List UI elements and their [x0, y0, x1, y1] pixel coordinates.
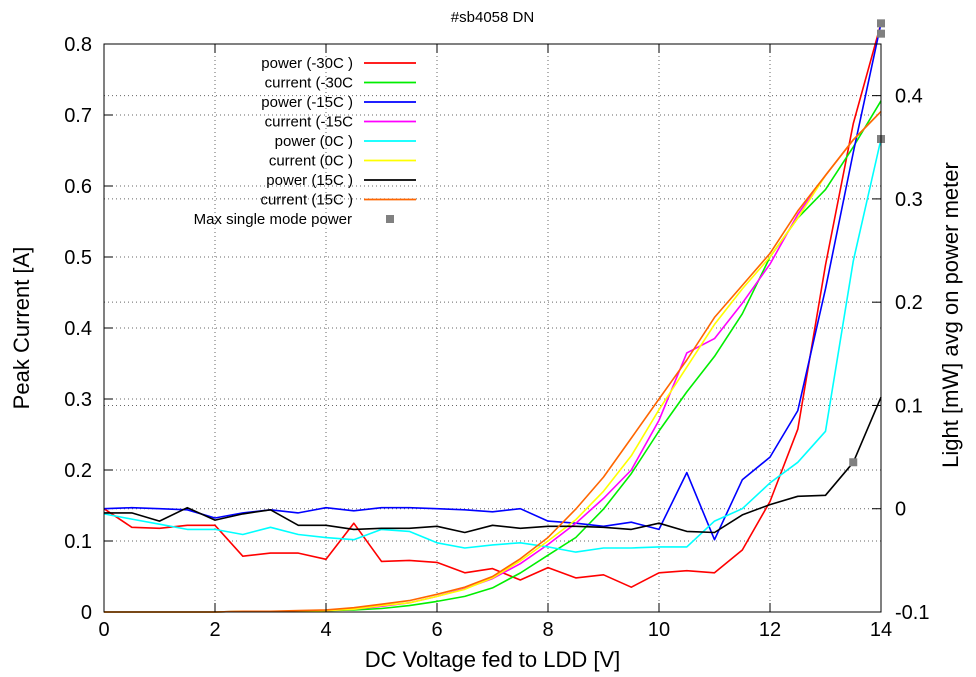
x-tick-label: 2	[209, 619, 220, 641]
x-tick-label: 10	[648, 619, 670, 641]
legend-label: power (0C )	[275, 133, 353, 150]
y-axis-label: Peak Current [A]	[9, 247, 34, 410]
x-axis-label: DC Voltage fed to LDD [V]	[365, 647, 621, 672]
series-line	[104, 100, 882, 613]
axis-ticks: 0 2 4 6 8 10 12 14 0 0.1 0.2 0.3 0.4 0.5 0.6 0.7 0.8 -0.1…	[64, 34, 929, 641]
y-tick-label: 0.1	[64, 531, 92, 553]
series-lines	[103, 23, 882, 613]
series-line	[103, 23, 882, 589]
y-tick-label: 0.3	[64, 389, 92, 411]
legend-label: Max single mode power	[194, 211, 352, 228]
y2-axis-label: Light [mW] avg on power meter	[938, 162, 963, 468]
series-line	[104, 110, 882, 613]
y2-tick-label: 0.1	[895, 395, 923, 417]
y2-tick-label: 0	[895, 499, 906, 521]
y2-tick-label: 0.2	[895, 292, 923, 314]
y-tick-label: 0.6	[64, 176, 92, 198]
x-tick-label: 0	[98, 619, 109, 641]
series-line	[103, 138, 882, 553]
legend-label: current (0C )	[269, 153, 353, 170]
x-tick-label: 8	[542, 619, 553, 641]
x-tick-label: 12	[759, 619, 781, 641]
y-tick-label: 0.7	[64, 105, 92, 127]
y-tick-label: 0.4	[64, 318, 92, 340]
legend: power (-30C ) current (-30C power (-15C ) c…	[194, 55, 416, 228]
y2-tick-label: 0.4	[895, 86, 923, 108]
legend-label: current (-15C	[265, 114, 354, 131]
max-power-marker	[849, 458, 858, 467]
y-tick-label: 0.8	[64, 34, 92, 56]
y-tick-label: 0.2	[64, 460, 92, 482]
y2-tick-label: 0.3	[895, 189, 923, 211]
y-tick-label: 0	[81, 602, 92, 624]
y-tick-label: 0.5	[64, 247, 92, 269]
series-line	[104, 396, 882, 534]
series-line	[104, 110, 882, 613]
legend-label: power (15C )	[266, 172, 353, 189]
x-tick-label: 4	[320, 619, 331, 641]
chart-title: #sb4058 DN	[451, 9, 534, 26]
y2-tick-label: -0.1	[895, 602, 929, 624]
max-power-marker	[877, 19, 885, 28]
legend-label: current (-30C	[265, 75, 354, 92]
legend-label: power (-15C )	[261, 94, 353, 111]
legend-label: power (-30C )	[261, 55, 353, 72]
legend-swatch	[386, 215, 394, 223]
x-tick-label: 6	[431, 619, 442, 641]
legend-label: current (15C )	[260, 192, 353, 209]
series-line	[104, 110, 882, 613]
series-line	[103, 23, 882, 541]
max-power-marker	[877, 29, 885, 38]
x-tick-label: 14	[870, 619, 892, 641]
grid-lines	[104, 44, 881, 612]
